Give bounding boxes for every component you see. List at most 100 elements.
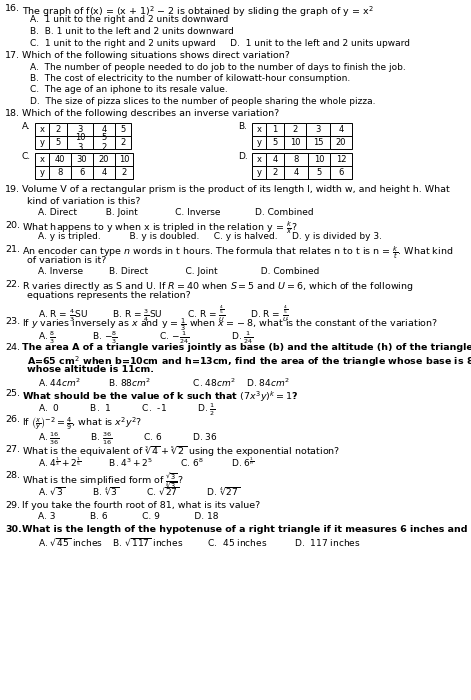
Bar xyxy=(93,166,115,179)
Text: The area A of a triangle varies jointly as base (b) and the altitude (h) of the : The area A of a triangle varies jointly … xyxy=(22,342,471,351)
Text: 2: 2 xyxy=(122,168,127,177)
Text: 20: 20 xyxy=(336,138,346,147)
Text: 10: 10 xyxy=(314,155,324,164)
Text: B.  B. 1 unit to the left and 2 units downward: B. B. 1 unit to the left and 2 units dow… xyxy=(30,27,234,36)
Text: 17.: 17. xyxy=(5,51,20,60)
Bar xyxy=(266,166,284,179)
Bar xyxy=(252,123,266,136)
Bar xyxy=(93,136,115,149)
Text: 2: 2 xyxy=(121,138,126,147)
Text: A.  The number of people needed to do job to the number of days to finish the jo: A. The number of people needed to do job… xyxy=(30,62,406,71)
Text: 8: 8 xyxy=(57,168,63,177)
Text: Volume V of a rectangular prism is the product of its length l, width w, and hei: Volume V of a rectangular prism is the p… xyxy=(22,185,450,194)
Text: 10
3: 10 3 xyxy=(75,133,85,152)
Text: 19.: 19. xyxy=(5,185,20,194)
Bar xyxy=(93,123,115,136)
Bar xyxy=(306,123,330,136)
Text: 20.: 20. xyxy=(5,220,20,230)
Text: A. Direct          B. Joint             C. Inverse            D. Combined: A. Direct B. Joint C. Inverse D. Combine… xyxy=(38,208,314,217)
Text: of variation is it?: of variation is it? xyxy=(27,256,106,265)
Text: y: y xyxy=(257,168,261,177)
Text: 12: 12 xyxy=(336,155,346,164)
Bar xyxy=(35,153,49,166)
Bar xyxy=(252,153,266,166)
Text: whose altitude is 11cm.: whose altitude is 11cm. xyxy=(27,365,154,375)
Text: A. 44$cm^2$          B. 88$cm^2$               C. 48$cm^2$    D. 84$cm^2$: A. 44$cm^2$ B. 88$cm^2$ C. 48$cm^2$ D. 8… xyxy=(38,377,290,389)
Text: 4: 4 xyxy=(101,168,106,177)
Text: 4: 4 xyxy=(338,125,344,134)
Text: A. Inverse         B. Direct             C. Joint               D. Combined: A. Inverse B. Direct C. Joint D. Combine… xyxy=(38,267,319,276)
Text: x: x xyxy=(40,155,44,164)
Text: A. $\sqrt{45}$ inches    B. $\sqrt{117}$ inches         C.  45 inches          D: A. $\sqrt{45}$ inches B. $\sqrt{117}$ in… xyxy=(38,536,360,547)
Text: x: x xyxy=(257,125,261,134)
Text: A. 3            B. 6            C. 9            D. 18: A. 3 B. 6 C. 9 D. 18 xyxy=(38,512,219,521)
Text: 5: 5 xyxy=(272,138,277,147)
Text: 29.: 29. xyxy=(5,500,20,510)
Text: 2: 2 xyxy=(292,125,298,134)
Bar xyxy=(35,166,49,179)
Bar xyxy=(330,136,352,149)
Bar xyxy=(115,153,133,166)
Bar xyxy=(49,153,71,166)
Text: R varies directly as S and U. If $R = 40$ when $S = 5$ and $U = 6$, which of the: R varies directly as S and U. If $R = 40… xyxy=(22,280,414,293)
Bar xyxy=(330,166,352,179)
Text: y: y xyxy=(40,138,44,147)
Text: 21.: 21. xyxy=(5,244,20,253)
Bar xyxy=(67,136,93,149)
Text: 3: 3 xyxy=(77,125,83,134)
Bar xyxy=(252,136,266,149)
Bar xyxy=(93,153,115,166)
Text: A. $\sqrt{3}$          B. $\sqrt[4]{3}$          C. $\sqrt{27}$          D. $\sq: A. $\sqrt{3}$ B. $\sqrt[4]{3}$ C. $\sqrt… xyxy=(38,485,241,497)
Text: B.: B. xyxy=(238,122,247,131)
Text: The graph of f(x) = (x + 1)$^2$ $-$ 2 is obtained by sliding the graph of y = x$: The graph of f(x) = (x + 1)$^2$ $-$ 2 is… xyxy=(22,4,374,19)
Text: 2: 2 xyxy=(272,168,277,177)
Text: 23.: 23. xyxy=(5,316,20,326)
Bar xyxy=(308,166,330,179)
Text: kind of variation is this?: kind of variation is this? xyxy=(27,197,140,206)
Text: 5
2: 5 2 xyxy=(101,133,106,152)
Text: 26.: 26. xyxy=(5,416,20,424)
Text: 25.: 25. xyxy=(5,389,20,398)
Text: 4: 4 xyxy=(101,125,106,134)
Bar xyxy=(266,136,284,149)
Text: Which of the following situations shows direct variation?: Which of the following situations shows … xyxy=(22,51,290,60)
Text: 20: 20 xyxy=(99,155,109,164)
Bar xyxy=(49,166,71,179)
Text: A. $\frac{8}{3}$             B. $-\frac{8}{3}$               C. $-\frac{1}{24}$ : A. $\frac{8}{3}$ B. $-\frac{8}{3}$ C. $-… xyxy=(38,329,254,346)
Text: What is the length of the hypotenuse of a right triangle if it measures 6 inches: What is the length of the hypotenuse of … xyxy=(22,524,471,533)
Text: 10: 10 xyxy=(119,155,129,164)
Bar xyxy=(266,153,284,166)
Bar xyxy=(306,136,330,149)
Text: 6: 6 xyxy=(338,168,344,177)
Text: What should be the value of k such that $(7x^3y)^k = 1$?: What should be the value of k such that … xyxy=(22,389,298,404)
Text: C.  The age of an iphone to its resale value.: C. The age of an iphone to its resale va… xyxy=(30,85,228,94)
Text: What is the simplified form of $\frac{\sqrt{3}}{\sqrt[4]{3}}$?: What is the simplified form of $\frac{\s… xyxy=(22,472,183,491)
Text: 2: 2 xyxy=(56,125,61,134)
Text: 10: 10 xyxy=(290,138,300,147)
Bar xyxy=(284,153,308,166)
Text: A. $\frac{16}{36}$           B. $\frac{36}{16}$           C. 6           D. 36: A. $\frac{16}{36}$ B. $\frac{36}{16}$ C.… xyxy=(38,430,218,447)
Text: equations represents the relation?: equations represents the relation? xyxy=(27,291,191,300)
Text: 8: 8 xyxy=(293,155,299,164)
Text: 3: 3 xyxy=(315,125,321,134)
Text: 28.: 28. xyxy=(5,472,20,480)
Text: 5: 5 xyxy=(317,168,322,177)
Bar xyxy=(284,123,306,136)
Text: 16.: 16. xyxy=(5,4,20,13)
Bar xyxy=(115,123,131,136)
Text: If $\left(\frac{x}{y}\right)^{-2} = \frac{4}{9}$, what is $x^2y^2$?: If $\left(\frac{x}{y}\right)^{-2} = \fra… xyxy=(22,416,142,433)
Text: A.  1 unit to the right and 2 units downward: A. 1 unit to the right and 2 units downw… xyxy=(30,15,228,24)
Text: 6: 6 xyxy=(79,168,85,177)
Text: C.: C. xyxy=(22,152,31,161)
Bar xyxy=(115,166,133,179)
Text: An encoder can type $n$ words in t hours. The formula that relates n to t is n =: An encoder can type $n$ words in t hours… xyxy=(22,244,453,262)
Text: C.  1 unit to the right and 2 units upward     D.  1 unit to the left and 2 unit: C. 1 unit to the right and 2 units upwar… xyxy=(30,38,410,48)
Text: A=65 cm$^2$ when b=10cm and h=13cm, find the area of the triangle whose base is : A=65 cm$^2$ when b=10cm and h=13cm, find… xyxy=(27,354,471,369)
Text: 27.: 27. xyxy=(5,444,20,454)
Text: Which of the following describes an inverse variation?: Which of the following describes an inve… xyxy=(22,109,279,118)
Text: 4: 4 xyxy=(272,155,277,164)
Text: 30: 30 xyxy=(77,155,87,164)
Text: What happens to y when x is tripled in the relation y = $\frac{k}{x}$?: What happens to y when x is tripled in t… xyxy=(22,220,298,236)
Bar xyxy=(330,123,352,136)
Text: D.  The size of pizza slices to the number of people sharing the whole pizza.: D. The size of pizza slices to the numbe… xyxy=(30,97,375,106)
